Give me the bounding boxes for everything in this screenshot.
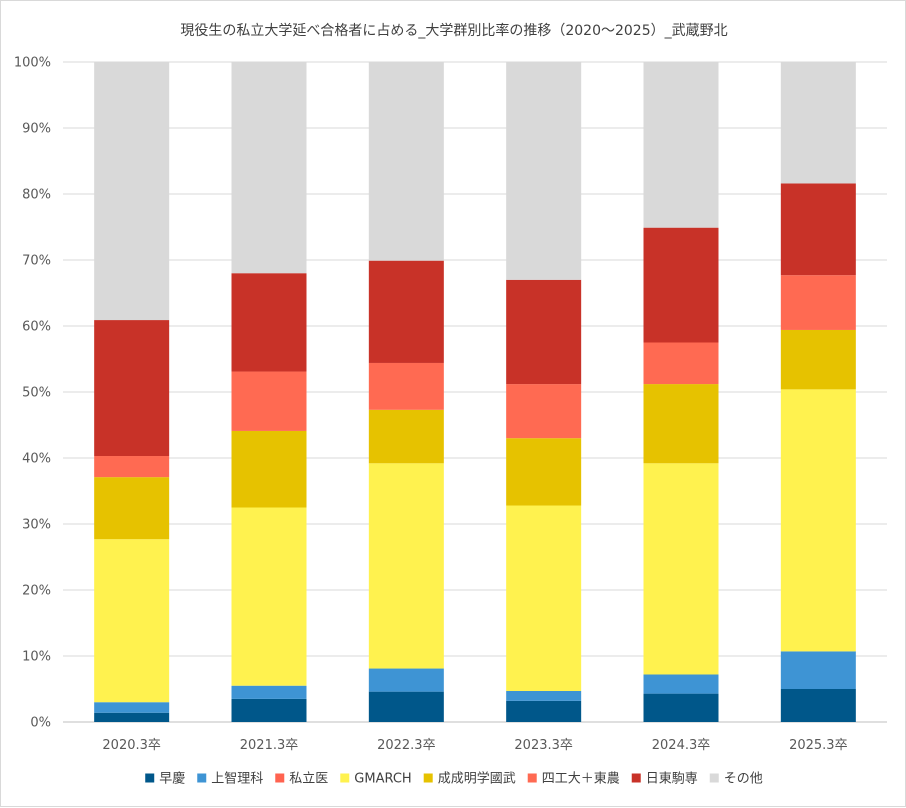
legend-item: 成成明学國武 (423, 771, 516, 787)
bar-segment-1-5 (780, 651, 856, 689)
legend-label: 上智理科 (211, 772, 263, 787)
bar-segment-4-1 (231, 430, 307, 508)
bar-segment-6-2 (368, 260, 444, 363)
bar-segment-7-3 (506, 62, 582, 280)
y-tick-label: 50% (22, 386, 51, 401)
bar-segment-0-3 (506, 700, 582, 722)
bar-segment-3-5 (780, 389, 856, 652)
legend-label: GMARCH (354, 772, 411, 787)
bar-segment-5-1 (231, 371, 307, 431)
x-tick-label: 2021.3卒 (240, 738, 299, 753)
legend-label: 四工大＋東農 (542, 771, 620, 787)
legend-item: 早慶 (145, 772, 185, 787)
bar-segment-0-2 (368, 691, 444, 722)
y-tick-label: 80% (22, 188, 51, 203)
legend-swatch (423, 773, 433, 783)
bar-segment-5-3 (506, 384, 582, 439)
x-tick-label: 2024.3卒 (652, 738, 711, 753)
x-tick-label: 2020.3卒 (102, 738, 161, 753)
legend-item: GMARCH (340, 772, 412, 787)
bar-segment-0-5 (780, 689, 856, 722)
bar-segment-1-1 (231, 685, 307, 699)
y-tick-label: 0% (30, 716, 51, 731)
bar-segment-7-0 (94, 62, 170, 321)
bar-segment-3-1 (231, 507, 307, 686)
y-tick-label: 60% (22, 320, 51, 335)
bar-segment-7-4 (643, 62, 719, 228)
legend-item: その他 (709, 772, 763, 787)
bar-segment-4-3 (506, 438, 582, 506)
bar-segment-3-0 (94, 539, 170, 703)
bar-segment-1-2 (368, 668, 444, 692)
bar-segment-4-4 (643, 384, 719, 464)
legend-item: 日東駒専 (631, 771, 698, 787)
x-tick-label: 2023.3卒 (514, 738, 573, 753)
y-axis-ticks: 0% 10% 20% 30% 40% 50% 60% 70% 80% 90% 100% (14, 56, 51, 731)
x-tick-label: 2022.3卒 (377, 738, 436, 753)
legend-label: 早慶 (159, 772, 185, 787)
legend-label: 私立医 (289, 772, 328, 787)
bar-segment-0-4 (643, 693, 719, 722)
legend-label: 成成明学國武 (438, 771, 516, 787)
bar-segment-1-4 (643, 674, 719, 694)
legend-swatch (340, 773, 350, 783)
y-tick-label: 10% (22, 650, 51, 665)
bar-segment-6-4 (643, 227, 719, 343)
legend-swatch (709, 773, 719, 783)
bar-segment-1-3 (506, 690, 582, 701)
bar-segment-4-0 (94, 477, 170, 540)
bar-segment-6-1 (231, 273, 307, 372)
x-tick-label: 2025.3卒 (789, 738, 848, 753)
bar-segment-6-0 (94, 320, 170, 457)
bar-segment-4-5 (780, 329, 856, 390)
y-tick-label: 40% (22, 452, 51, 467)
y-tick-label: 70% (22, 254, 51, 269)
legend-item: 上智理科 (197, 772, 263, 787)
bar-segment-5-0 (94, 456, 170, 478)
y-tick-label: 90% (22, 122, 51, 137)
bar-segment-0-0 (94, 712, 170, 722)
bar-segment-0-1 (231, 698, 307, 722)
bar-segment-7-2 (368, 62, 444, 261)
bar-segment-5-2 (368, 362, 444, 410)
legend-swatch (197, 773, 207, 783)
y-tick-label: 100% (14, 56, 51, 71)
legend-item: 私立医 (275, 772, 328, 787)
bar-segment-4-2 (368, 409, 444, 464)
legend-swatch (145, 773, 155, 783)
bar-segment-1-0 (94, 702, 170, 713)
y-tick-label: 30% (22, 518, 51, 533)
chart-title: 現役生の私立大学延べ合格者に占める_大学群別比率の推移（2020～2025）_武… (180, 22, 727, 39)
legend-label: その他 (724, 772, 763, 787)
legend-item: 四工大＋東農 (527, 771, 620, 787)
bar-segment-7-1 (231, 62, 307, 274)
bar-segment-5-5 (780, 275, 856, 330)
bar-segment-5-4 (643, 342, 719, 385)
bar-segment-7-5 (780, 62, 856, 184)
legend-label: 日東駒専 (646, 771, 698, 787)
bar-segment-3-2 (368, 463, 444, 669)
legend-swatch (275, 773, 285, 783)
bar-segment-6-5 (780, 183, 856, 276)
bars (94, 62, 856, 722)
y-tick-label: 20% (22, 584, 51, 599)
legend: 早慶 上智理科 私立医 GMARCH 成成明学國武 四工大＋東農 日東駒専 その他 (145, 771, 763, 787)
bar-segment-3-4 (643, 463, 719, 675)
legend-swatch (527, 773, 537, 783)
bar-segment-6-3 (506, 279, 582, 385)
x-axis-ticks: 2020.3卒 2021.3卒 2022.3卒 2023.3卒 2024.3卒 2025.… (102, 738, 847, 753)
gridlines (63, 61, 887, 723)
bar-segment-3-3 (506, 505, 582, 691)
legend-swatch (631, 773, 641, 783)
